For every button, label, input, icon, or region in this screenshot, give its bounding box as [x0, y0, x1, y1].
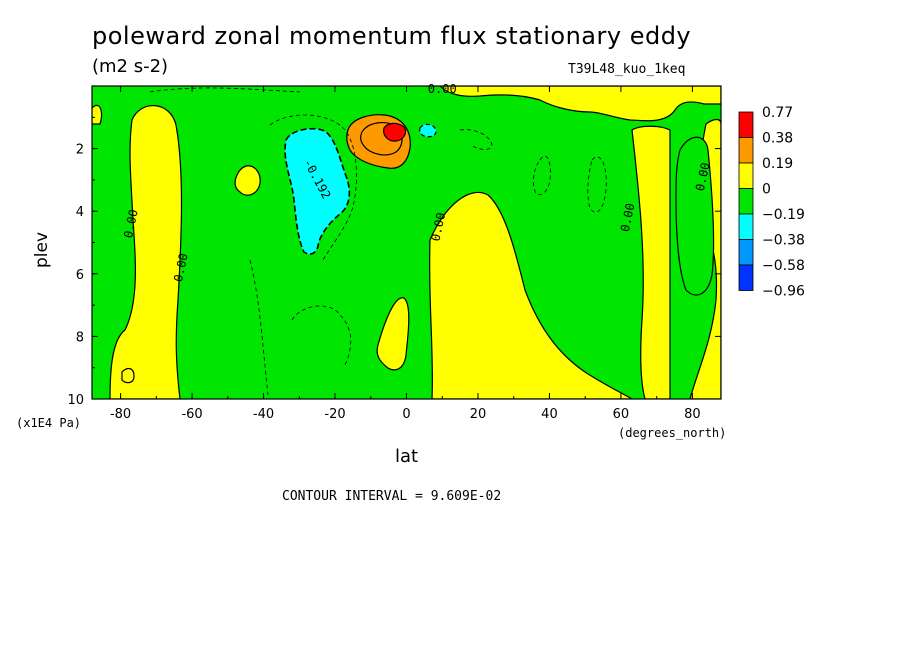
colorbar-swatch	[738, 213, 754, 240]
y-tick-label: 4	[76, 205, 84, 220]
negative-contours	[149, 87, 607, 396]
contour-label: 0.00	[121, 208, 141, 239]
positive-region	[675, 136, 715, 296]
colorbar: 0.77 0.38 0.19 0 −0.19 −0.38 −0.58 −0.96	[738, 105, 805, 300]
colorbar-swatch	[738, 239, 754, 266]
colorbar-label: 0.19	[762, 156, 793, 172]
x-tick-label: 60	[613, 407, 630, 422]
contour-interval-note: CONTOUR INTERVAL = 9.609E-02	[282, 489, 502, 504]
positive-region	[428, 191, 634, 399]
contour-label: 0.00	[171, 252, 191, 283]
positive-maximum-red	[383, 122, 407, 142]
chart-title: poleward zonal momentum flux stationary …	[92, 22, 692, 50]
x-tick-label: -40	[253, 407, 274, 422]
x-tick-label: 0	[402, 407, 410, 422]
negative-contour-line	[459, 129, 493, 150]
positive-region	[376, 297, 410, 371]
contour-label: 0.00	[428, 82, 457, 96]
contour-label: 0.00	[693, 161, 713, 192]
y-axis-label: plev	[32, 231, 52, 268]
contour-label: 0.00	[428, 211, 448, 242]
positive-region	[234, 165, 261, 196]
chart-units: (m2 s-2)	[92, 56, 169, 77]
negative-contour-line	[149, 87, 301, 93]
colorbar-swatch	[738, 264, 754, 291]
colorbar-label: −0.38	[762, 233, 805, 249]
x-tick-label: -60	[181, 407, 202, 422]
x-tick-label: -80	[110, 407, 131, 422]
colorbar-label: −0.19	[762, 207, 805, 223]
negative-contour-line	[269, 114, 357, 263]
negative-contour-line	[291, 305, 352, 366]
colorbar-swatch	[738, 137, 754, 164]
colorbar-label: 0.77	[762, 105, 793, 121]
y-tick-label: 2	[76, 143, 84, 158]
positive-region	[121, 367, 135, 384]
negative-region	[284, 127, 351, 255]
positive-region	[631, 125, 671, 399]
colorbar-swatch	[738, 188, 754, 215]
x-axis-units: (degrees_north)	[618, 426, 727, 440]
y-tick-label: 6	[76, 268, 84, 283]
colorbar-label: −0.96	[762, 284, 805, 300]
negative-contour-line	[587, 156, 607, 213]
colorbar-swatch	[738, 111, 754, 138]
x-axis-label: lat	[395, 446, 419, 467]
positive-region	[92, 104, 103, 125]
x-tick-label: -20	[324, 407, 345, 422]
filled-contours	[92, 86, 721, 399]
y-axis-ticks: 2 4 6 8 10	[67, 116, 721, 408]
negative-region	[419, 123, 437, 138]
colorbar-label: 0	[762, 182, 771, 198]
x-tick-label: 80	[684, 407, 701, 422]
colorbar-swatch	[738, 162, 754, 189]
y-axis-units: (x1E4 Pa)	[16, 416, 82, 430]
positive-region	[439, 86, 721, 122]
contour-label: 0.00	[618, 202, 638, 233]
colorbar-label: −0.58	[762, 258, 805, 274]
x-tick-label: 20	[470, 407, 487, 422]
colorbar-label: 0.38	[762, 131, 793, 147]
y-tick-label: 10	[67, 393, 84, 408]
x-tick-label: 40	[541, 407, 558, 422]
negative-contour-line	[533, 155, 551, 196]
x-axis-ticks: -80 -60 -40 -20 0 20 40 60 80	[110, 86, 701, 422]
y-tick-label: 8	[76, 330, 84, 345]
run-id-label: T39L48_kuo_1keq	[568, 62, 686, 77]
